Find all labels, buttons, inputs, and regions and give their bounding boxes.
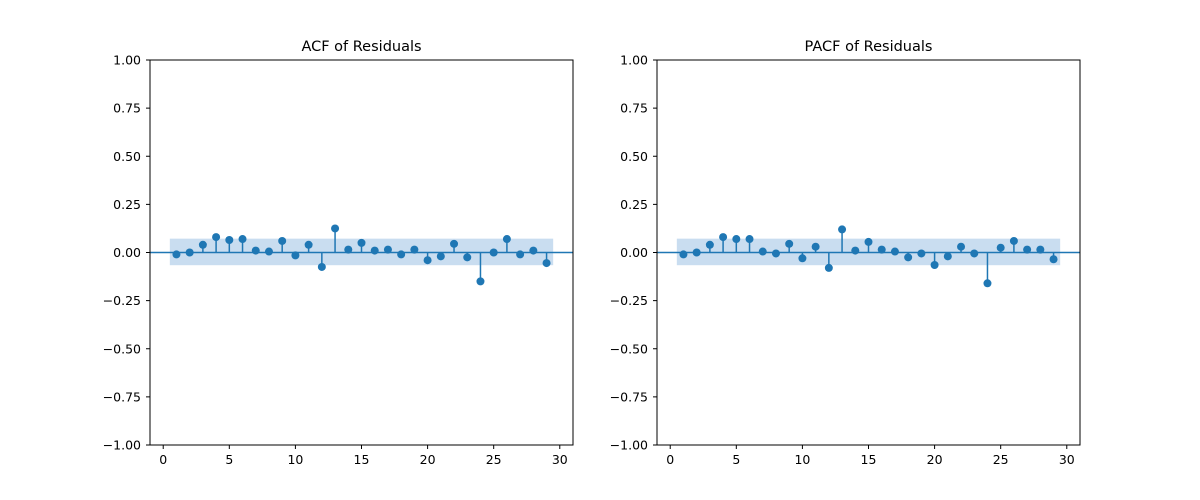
pacf-y-tick-label: 0.25	[620, 197, 648, 212]
pacf-marker-lag-24	[983, 279, 992, 288]
acf-marker-lag-27	[516, 250, 525, 259]
acf-marker-lag-14	[344, 245, 353, 254]
acf-x-tick-label: 5	[225, 452, 233, 467]
acf-marker-lag-9	[278, 236, 287, 245]
acf-marker-lag-12	[317, 262, 326, 271]
pacf-marker-lag-21	[943, 252, 952, 261]
pacf-marker-lag-8	[771, 249, 780, 258]
pacf-marker-lag-6	[745, 235, 754, 244]
acf-marker-lag-7	[251, 246, 260, 255]
pacf-marker-lag-20	[930, 261, 939, 270]
pacf-marker-lag-22	[957, 242, 966, 251]
pacf-marker-lag-27	[1023, 245, 1032, 254]
pacf-x-tick-label: 30	[1059, 452, 1075, 467]
acf-marker-lag-25	[489, 248, 498, 257]
acf-chart-title: ACF of Residuals	[301, 39, 421, 55]
pacf-marker-lag-19	[917, 249, 926, 258]
pacf-marker-lag-28	[1036, 245, 1045, 254]
acf-y-tick-label: 0.00	[113, 245, 141, 260]
acf-y-tick-label: −0.50	[103, 341, 141, 356]
acf-marker-lag-2	[185, 248, 194, 257]
pacf-marker-lag-1	[679, 250, 688, 259]
pacf-y-tick-label: 0.75	[620, 101, 648, 116]
pacf-chart-title: PACF of Residuals	[805, 39, 933, 55]
acf-marker-lag-19	[410, 245, 419, 254]
acf-marker-lag-1	[172, 250, 181, 259]
pacf-marker-lag-23	[970, 249, 979, 258]
acf-x-tick-label: 20	[420, 452, 436, 467]
pacf-x-tick-label: 5	[732, 452, 740, 467]
pacf-y-tick-label: −0.75	[610, 389, 648, 404]
acf-marker-lag-4	[212, 233, 221, 242]
acf-y-tick-label: 1.00	[113, 53, 141, 68]
acf-x-tick-label: 25	[486, 452, 502, 467]
acf-marker-lag-16	[370, 246, 379, 255]
pacf-x-tick-label: 20	[927, 452, 943, 467]
acf-marker-lag-5	[225, 235, 234, 244]
pacf-marker-lag-16	[877, 245, 886, 254]
acf-marker-lag-8	[264, 247, 273, 256]
pacf-marker-lag-13	[838, 225, 847, 234]
acf-marker-lag-15	[357, 238, 366, 247]
pacf-x-tick-label: 0	[666, 452, 674, 467]
pacf-y-tick-label: −1.00	[610, 438, 648, 453]
acf-y-tick-label: −0.25	[103, 293, 141, 308]
acf-marker-lag-6	[238, 235, 247, 244]
acf-y-tick-label: −1.00	[103, 438, 141, 453]
pacf-marker-lag-18	[904, 253, 913, 262]
acf-marker-lag-26	[502, 235, 511, 244]
acf-marker-lag-11	[304, 240, 313, 249]
acf-marker-lag-3	[198, 240, 207, 249]
acf-x-tick-label: 30	[552, 452, 568, 467]
acf-marker-lag-17	[383, 245, 392, 254]
acf-x-tick-label: 0	[159, 452, 167, 467]
acf-x-tick-label: 10	[287, 452, 303, 467]
pacf-x-tick-label: 10	[794, 452, 810, 467]
pacf-y-tick-label: 0.00	[620, 245, 648, 260]
pacf-marker-lag-17	[890, 247, 899, 256]
pacf-marker-lag-7	[758, 247, 767, 256]
pacf-marker-lag-26	[1009, 236, 1018, 245]
acf-marker-lag-13	[331, 224, 340, 233]
acf-marker-lag-10	[291, 251, 300, 260]
pacf-marker-lag-29	[1049, 255, 1058, 264]
acf-y-tick-label: −0.75	[103, 389, 141, 404]
pacf-marker-lag-5	[732, 235, 741, 244]
acf-marker-lag-28	[529, 246, 538, 255]
acf-marker-lag-24	[476, 277, 485, 286]
pacf-panel: 0 5 10 15 20 25 30 −1.00 −0.75 −0.50 −0.25 0.00 0.25…	[610, 39, 1081, 467]
pacf-y-tick-label: 0.50	[620, 149, 648, 164]
pacf-y-tick-label: 1.00	[620, 53, 648, 68]
pacf-marker-lag-4	[719, 233, 728, 242]
pacf-y-tick-label: −0.25	[610, 293, 648, 308]
pacf-marker-lag-12	[824, 263, 833, 272]
acf-marker-lag-29	[542, 259, 551, 268]
pacf-marker-lag-25	[996, 243, 1005, 252]
acf-marker-lag-18	[397, 250, 406, 259]
acf-marker-lag-20	[423, 256, 432, 265]
pacf-marker-lag-14	[851, 246, 860, 255]
pacf-x-tick-label: 25	[993, 452, 1009, 467]
acf-x-tick-label: 15	[354, 452, 370, 467]
acf-marker-lag-23	[463, 253, 472, 262]
pacf-marker-lag-10	[798, 254, 807, 263]
acf-y-tick-label: 0.50	[113, 149, 141, 164]
pacf-marker-lag-15	[864, 237, 873, 246]
acf-y-tick-label: 0.25	[113, 197, 141, 212]
acf-marker-lag-21	[436, 252, 445, 261]
pacf-marker-lag-2	[692, 248, 701, 257]
pacf-y-tick-label: −0.50	[610, 341, 648, 356]
pacf-marker-lag-3	[705, 240, 714, 249]
pacf-marker-lag-9	[785, 239, 794, 248]
pacf-x-tick-label: 15	[861, 452, 877, 467]
acf-marker-lag-22	[450, 239, 459, 248]
pacf-marker-lag-11	[811, 242, 820, 251]
acf-panel: 0 5 10 15 20 25 30 −1.00 −0.75 −0.50 −0.25 0.00 0.25…	[103, 39, 574, 467]
acf-y-tick-label: 0.75	[113, 101, 141, 116]
